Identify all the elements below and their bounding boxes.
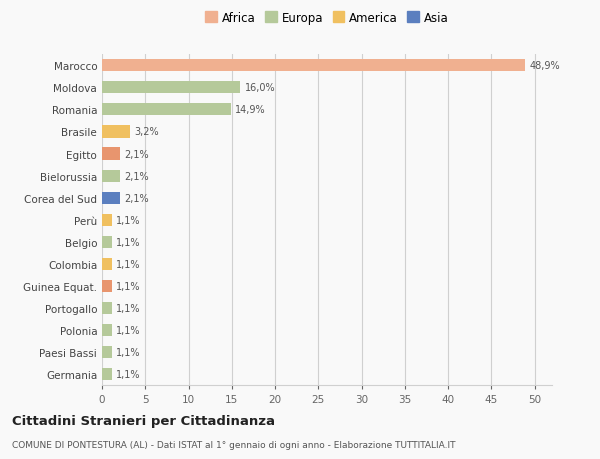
Text: 3,2%: 3,2% <box>134 127 158 137</box>
Text: 1,1%: 1,1% <box>116 281 140 291</box>
Text: COMUNE DI PONTESTURA (AL) - Dati ISTAT al 1° gennaio di ogni anno - Elaborazione: COMUNE DI PONTESTURA (AL) - Dati ISTAT a… <box>12 441 455 449</box>
Bar <box>102 192 120 204</box>
Text: 1,1%: 1,1% <box>116 325 140 336</box>
Bar <box>102 82 241 94</box>
Bar <box>102 214 112 226</box>
Bar <box>102 325 112 336</box>
Text: 16,0%: 16,0% <box>245 83 275 93</box>
Legend: Africa, Europa, America, Asia: Africa, Europa, America, Asia <box>202 8 452 28</box>
Bar <box>102 60 525 72</box>
Bar <box>102 280 112 292</box>
Text: 1,1%: 1,1% <box>116 237 140 247</box>
Bar <box>102 126 130 138</box>
Bar <box>102 236 112 248</box>
Text: Cittadini Stranieri per Cittadinanza: Cittadini Stranieri per Cittadinanza <box>12 414 275 428</box>
Text: 1,1%: 1,1% <box>116 369 140 380</box>
Text: 2,1%: 2,1% <box>125 193 149 203</box>
Bar <box>102 104 231 116</box>
Text: 2,1%: 2,1% <box>125 171 149 181</box>
Text: 14,9%: 14,9% <box>235 105 266 115</box>
Text: 1,1%: 1,1% <box>116 347 140 358</box>
Text: 2,1%: 2,1% <box>125 149 149 159</box>
Bar <box>102 347 112 358</box>
Bar <box>102 258 112 270</box>
Bar <box>102 170 120 182</box>
Bar <box>102 302 112 314</box>
Bar <box>102 148 120 160</box>
Text: 1,1%: 1,1% <box>116 259 140 269</box>
Text: 1,1%: 1,1% <box>116 303 140 313</box>
Text: 48,9%: 48,9% <box>530 61 560 71</box>
Text: 1,1%: 1,1% <box>116 215 140 225</box>
Bar <box>102 369 112 381</box>
